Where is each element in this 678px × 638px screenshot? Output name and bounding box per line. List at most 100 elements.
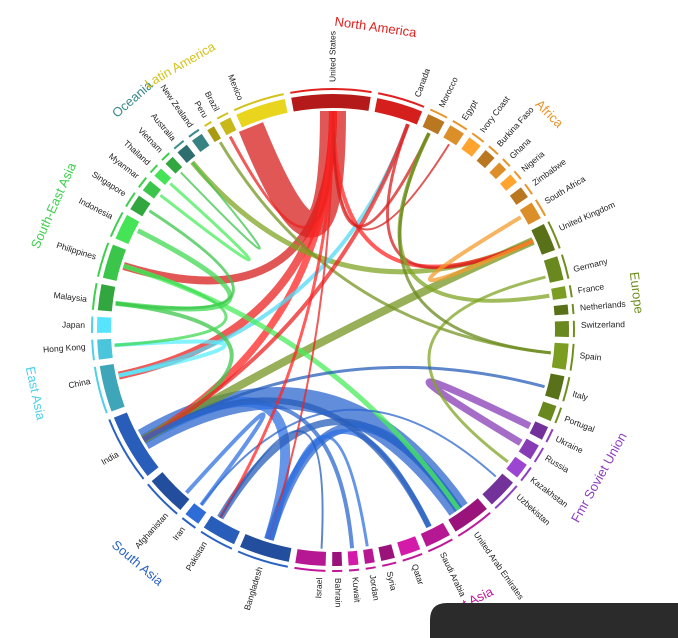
outer-tick-arc	[125, 192, 136, 208]
country-arc	[99, 363, 125, 412]
country-label: Israel	[313, 577, 324, 598]
chord	[427, 275, 546, 463]
country-label: China	[67, 376, 91, 390]
country-label: Qatar	[410, 563, 426, 587]
outer-tick-arc	[545, 428, 554, 443]
chord	[267, 435, 369, 547]
country-arc	[500, 174, 517, 191]
country-arc	[509, 187, 528, 205]
country-arc	[553, 304, 569, 316]
country-label: Kuwait	[350, 577, 362, 604]
country-arc	[489, 162, 507, 180]
country-label: Philippines	[55, 240, 97, 262]
country-arc	[551, 286, 567, 300]
outer-tick-arc	[294, 566, 326, 572]
outer-tick-arc	[533, 447, 545, 463]
country-label: Russia	[543, 453, 571, 475]
chord	[228, 110, 335, 229]
outer-tick-arc	[91, 282, 98, 310]
outer-tick-arc	[365, 566, 376, 570]
country-arc	[219, 117, 237, 136]
chord	[142, 400, 355, 549]
outer-tick-arc	[534, 199, 547, 217]
country-label: Bangladesh	[242, 565, 265, 611]
country-label: India	[99, 449, 120, 467]
country-arc	[332, 551, 343, 566]
chord	[425, 378, 532, 446]
country-arc	[529, 421, 549, 440]
outer-tick-arc	[429, 108, 448, 119]
chord	[159, 182, 251, 262]
country-label: Portugal	[563, 414, 596, 435]
region-label: Africa	[532, 97, 567, 132]
country-arc	[185, 503, 207, 524]
region-label: Latin America	[142, 38, 218, 91]
outer-tick-arc	[237, 550, 289, 568]
outer-tick-arc	[233, 93, 284, 112]
country-arc	[378, 544, 395, 562]
outer-tick-arc	[382, 561, 397, 567]
country-arc	[363, 548, 375, 564]
country-label: Switzerland	[581, 319, 625, 330]
chords	[114, 110, 551, 549]
outer-tick-arc	[173, 140, 185, 150]
outer-tick-arc	[348, 568, 360, 572]
outer-tick-arc	[569, 343, 575, 371]
outer-tick-arc	[91, 339, 95, 361]
country-label: South Africa	[543, 174, 588, 206]
country-arc	[165, 156, 183, 174]
chord	[398, 132, 551, 355]
country-label: Morocco	[437, 75, 460, 109]
country-label: Singapore	[90, 169, 128, 199]
country-arc	[545, 373, 565, 400]
country-arc	[537, 401, 557, 422]
outer-tick-arc	[513, 170, 522, 180]
outer-tick-arc	[494, 485, 518, 509]
chord	[142, 123, 410, 442]
country-label: Egypt	[460, 98, 480, 122]
country-arc	[113, 412, 159, 476]
chord	[114, 264, 228, 347]
country-arc	[347, 550, 359, 566]
country-arc	[97, 284, 116, 312]
country-arc	[551, 342, 569, 370]
country-label: Japan	[62, 320, 86, 330]
chord	[115, 209, 235, 310]
country-label: France	[577, 281, 605, 295]
country-label: Uzbekistan	[514, 492, 552, 528]
outer-tick-arc	[471, 132, 485, 143]
country-arc	[482, 473, 513, 505]
country-label: Indonesia	[77, 196, 115, 222]
country-label: Bahrain	[333, 578, 344, 608]
country-label: Mexico	[226, 73, 245, 102]
country-arc	[554, 320, 569, 338]
country-label: Netherlands	[580, 299, 627, 313]
outer-tick-arc	[216, 112, 229, 120]
outer-tick-arc	[109, 211, 124, 237]
country-arc	[97, 338, 113, 360]
country-label: Ukraine	[554, 434, 585, 456]
country-arc	[177, 144, 196, 163]
outer-tick-arc	[200, 530, 233, 550]
outer-tick-arc	[560, 254, 570, 279]
country-label: Italy	[571, 389, 589, 403]
country-arc	[203, 515, 240, 545]
chord	[184, 412, 266, 507]
outer-tick-arc	[377, 92, 425, 108]
country-arc	[142, 180, 161, 199]
chord	[427, 215, 534, 283]
outer-tick-arc	[290, 88, 372, 94]
region-label: North America	[334, 14, 418, 40]
country-label: Pakistan	[184, 539, 210, 572]
country-arc	[519, 202, 541, 225]
outer-tick-arc	[457, 511, 491, 537]
outer-tick-arc	[571, 303, 575, 315]
country-arc	[151, 472, 190, 510]
country-label: Spain	[579, 350, 602, 362]
country-arc	[236, 98, 288, 128]
outer-tick-arc	[502, 158, 511, 167]
outer-tick-arc	[554, 407, 563, 424]
country-arc	[291, 93, 371, 112]
country-arc	[531, 223, 556, 255]
